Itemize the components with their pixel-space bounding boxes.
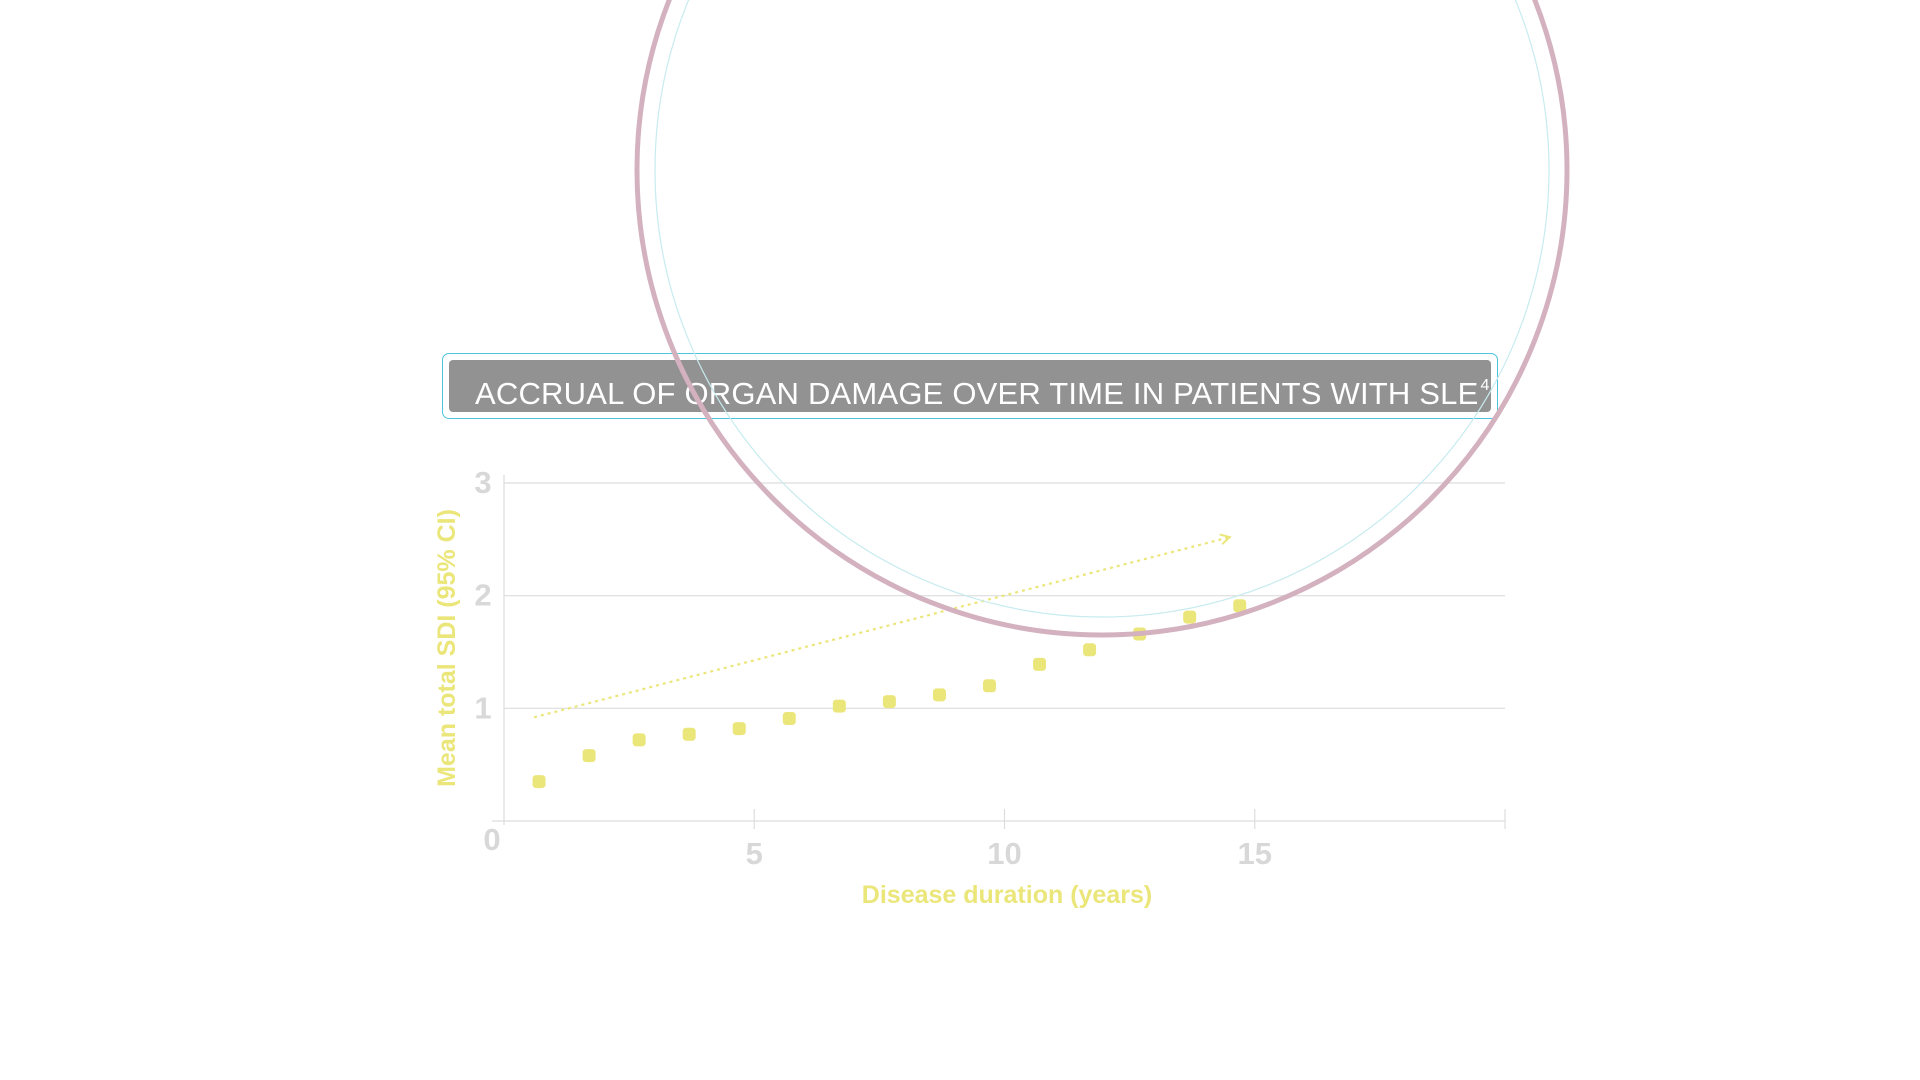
data-point-7 — [832, 699, 846, 713]
data-point-3 — [632, 733, 646, 747]
x-tick-label-5: 5 — [746, 836, 763, 871]
data-point-9 — [932, 688, 946, 702]
data-point-1 — [532, 775, 546, 789]
y-axis-title: Mean total SDI (95% CI) — [433, 509, 461, 787]
data-point-13 — [1133, 627, 1147, 641]
data-point-15 — [1233, 599, 1247, 613]
data-point-5 — [732, 722, 746, 736]
data-points — [532, 599, 1247, 789]
x-axis-title: Disease duration (years) — [862, 881, 1152, 909]
data-point-10 — [982, 679, 996, 693]
trend-arrow-group — [533, 537, 1230, 719]
x-tick-label-10: 10 — [987, 836, 1021, 871]
data-point-12 — [1083, 643, 1097, 657]
chart-title-reference: 4 — [1480, 377, 1490, 394]
data-point-4 — [682, 727, 696, 741]
chart-title: ACCRUAL OF ORGAN DAMAGE OVER TIME IN PAT… — [449, 360, 1491, 412]
y-tick-label-3: 3 — [474, 465, 491, 500]
y-tick-label-1: 1 — [474, 690, 491, 725]
chart-title-text: ACCRUAL OF ORGAN DAMAGE OVER TIME IN PAT… — [475, 376, 1479, 411]
axes — [492, 475, 1506, 829]
data-point-14 — [1183, 610, 1197, 624]
data-point-2 — [582, 749, 596, 763]
tick-labels: 1 2 3 0 5 10 15 — [474, 465, 1272, 871]
x-tick-label-15: 15 — [1238, 836, 1272, 871]
trend-arrow — [533, 537, 1230, 719]
data-point-11 — [1033, 657, 1047, 671]
y-tick-label-2: 2 — [474, 578, 491, 613]
data-point-8 — [882, 695, 896, 709]
x-tick-label-0: 0 — [483, 822, 500, 857]
data-point-6 — [782, 711, 796, 725]
